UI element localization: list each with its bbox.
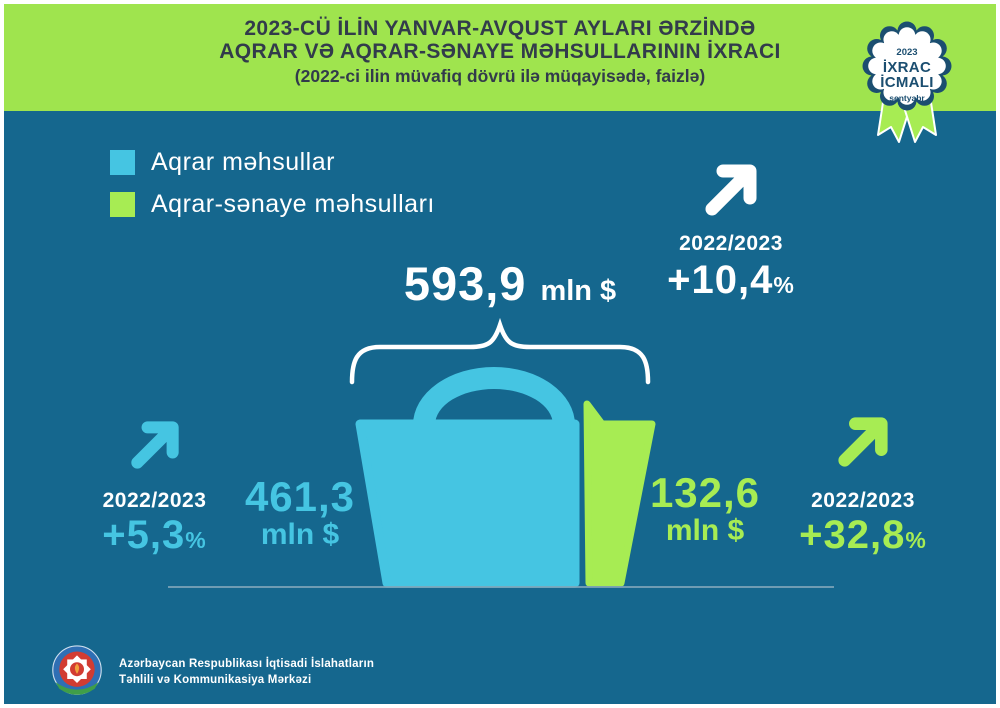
state-emblem-logo xyxy=(52,645,102,695)
header-band: 2023-CÜ İLİN YANVAR-AVQUST AYLARI ƏRZİND… xyxy=(4,4,996,111)
badge-title-line1: İXRAC xyxy=(883,59,931,76)
growth-percentage: +32,8% xyxy=(788,513,938,562)
percent-sign: % xyxy=(773,272,795,298)
basket-slice-aqrar-senaye xyxy=(583,400,656,587)
growth-arrow-icon xyxy=(130,421,179,469)
badge-title-line2: İCMALI xyxy=(880,74,933,91)
growth-value: +32,8 xyxy=(799,513,906,557)
basket-body-aqrar xyxy=(355,419,580,588)
export-value-number: 461,3 xyxy=(244,473,356,520)
growth-arrow-icon xyxy=(705,164,757,216)
legend-item-aqrar: Aqrar məhsullar xyxy=(110,148,335,177)
comparison-period: 2022/2023 xyxy=(679,232,783,255)
footer: Azərbaycan Respublikası İqtisadi İslahat… xyxy=(49,645,374,699)
baseline-divider xyxy=(168,586,834,588)
legend-swatch-cyan xyxy=(110,150,135,175)
growth-block-aqrar-senaye: 2022/2023 +32,8% xyxy=(788,415,938,562)
growth-block-total: 2022/2023 +10,4% xyxy=(645,162,817,307)
growth-percentage: +10,4% xyxy=(645,258,817,307)
org-line-2: Təhlili və Kommunikasiya Mərkəzi xyxy=(119,674,312,686)
total-value-number: 593,9 xyxy=(403,257,527,310)
badge-month: sentyabr xyxy=(889,93,925,103)
rosette-badge: 2023 İXRAC İCMALI sentyabr xyxy=(862,21,952,143)
brace-icon xyxy=(349,317,651,385)
value-block-aqrar: 461,3 mln $ xyxy=(230,476,370,552)
subtitle: (2022-ci ilin müvafiq dövrü ilə müqayisə… xyxy=(294,66,706,86)
percent-sign: % xyxy=(185,527,207,553)
title-line-2: AQRAR VƏ AQRAR-SƏNAYE MƏHSULLARININ İXRA… xyxy=(219,40,781,63)
export-value-number: 132,6 xyxy=(649,469,761,516)
percent-sign: % xyxy=(905,527,927,553)
comparison-period: 2022/2023 xyxy=(102,489,207,512)
value-block-aqrar-senaye: 132,6 mln $ xyxy=(635,472,775,548)
legend-label: Aqrar-sənaye məhsulları xyxy=(151,190,435,218)
comparison-period: 2022/2023 xyxy=(811,489,915,512)
growth-value: +10,4 xyxy=(667,258,774,302)
shopping-basket-icon xyxy=(355,367,656,588)
organization-name: Azərbaycan Respublikası İqtisadi İslahat… xyxy=(119,656,374,689)
export-value-unit: mln $ xyxy=(665,514,745,547)
growth-block-aqrar: 2022/2023 +5,3% xyxy=(92,419,217,562)
rosette-face xyxy=(868,27,946,105)
growth-value: +5,3 xyxy=(102,513,186,557)
badge-year: 2023 xyxy=(896,47,917,58)
total-export-value: 593,9 mln $ xyxy=(390,256,630,311)
basket-handle xyxy=(413,367,575,425)
growth-arrow-icon xyxy=(838,417,888,467)
growth-percentage: +5,3% xyxy=(92,513,217,562)
org-line-1: Azərbaycan Respublikası İqtisadi İslahat… xyxy=(119,657,375,670)
legend-item-aqrar-senaye: Aqrar-sənaye məhsulları xyxy=(110,190,435,219)
infographic-background xyxy=(4,111,996,704)
legend-label: Aqrar məhsullar xyxy=(151,148,335,176)
export-value-unit: mln $ xyxy=(260,518,340,551)
total-value-unit: mln $ xyxy=(540,275,617,307)
legend-swatch-green xyxy=(110,192,135,217)
title-line-1: 2023-CÜ İLİN YANVAR-AVQUST AYLARI ƏRZİND… xyxy=(244,17,756,40)
